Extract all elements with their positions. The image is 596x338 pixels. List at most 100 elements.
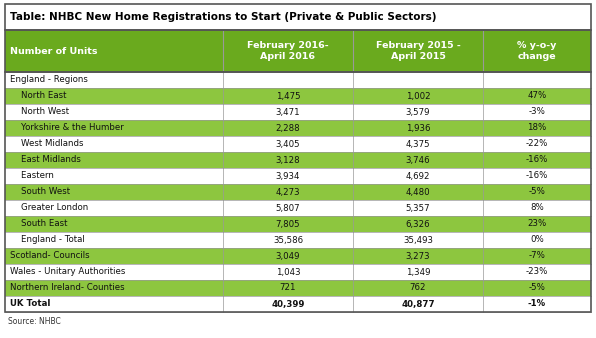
Text: England - Regions: England - Regions [10,75,88,84]
Text: -23%: -23% [526,267,548,276]
Text: Greater London: Greater London [10,203,88,213]
Text: Source: NHBC: Source: NHBC [8,317,61,327]
Text: 3,934: 3,934 [276,171,300,180]
Bar [353,216,483,232]
Text: -16%: -16% [526,171,548,180]
Bar [223,280,353,296]
Bar [5,168,223,184]
Text: 35,586: 35,586 [273,236,303,244]
Text: 3,049: 3,049 [276,251,300,261]
Text: South West: South West [10,188,70,196]
Text: West Midlands: West Midlands [10,140,83,148]
Bar [353,136,483,152]
Text: 1,002: 1,002 [406,92,430,100]
Text: February 2015 -
April 2015: February 2015 - April 2015 [375,41,460,61]
Bar [223,232,353,248]
Text: 3,746: 3,746 [406,155,430,165]
Bar [5,4,591,30]
Bar [353,72,483,88]
Text: 3,579: 3,579 [406,107,430,117]
Bar [5,120,223,136]
Text: Wales - Unitary Authorities: Wales - Unitary Authorities [10,267,125,276]
Text: -7%: -7% [529,251,545,261]
Bar [223,88,353,104]
Text: % y-o-y
change: % y-o-y change [517,41,557,61]
Bar [353,184,483,200]
Bar [223,72,353,88]
Text: 1,475: 1,475 [276,92,300,100]
Text: North East: North East [10,92,67,100]
Bar [483,184,591,200]
Text: 5,357: 5,357 [406,203,430,213]
Text: South East: South East [10,219,67,228]
Bar [483,88,591,104]
Bar [353,296,483,312]
Bar [483,152,591,168]
Bar [483,136,591,152]
Bar [223,120,353,136]
Bar [483,280,591,296]
Bar [5,88,223,104]
Text: Scotland- Councils: Scotland- Councils [10,251,89,261]
Bar [5,30,223,72]
Bar [223,200,353,216]
Bar [5,264,223,280]
Bar [353,232,483,248]
Bar [5,296,223,312]
Bar [223,30,353,72]
Bar [353,88,483,104]
Text: 40,877: 40,877 [401,299,435,309]
Text: -16%: -16% [526,155,548,165]
Text: 762: 762 [410,284,426,292]
Bar [353,120,483,136]
Bar [223,168,353,184]
Bar [223,264,353,280]
Text: 4,692: 4,692 [406,171,430,180]
Text: 3,273: 3,273 [406,251,430,261]
Text: 40,399: 40,399 [271,299,305,309]
Bar [223,104,353,120]
Bar [483,216,591,232]
Text: UK Total: UK Total [10,299,51,309]
Bar [5,200,223,216]
Text: England - Total: England - Total [10,236,85,244]
Text: 1,043: 1,043 [276,267,300,276]
Bar [5,104,223,120]
Text: 3,471: 3,471 [276,107,300,117]
Text: 1,349: 1,349 [406,267,430,276]
Text: 0%: 0% [530,236,544,244]
Text: Northern Ireland- Counties: Northern Ireland- Counties [10,284,125,292]
Bar [353,200,483,216]
Text: Eastern: Eastern [10,171,54,180]
Bar [5,280,223,296]
Bar [5,72,223,88]
Bar [483,232,591,248]
Bar [483,264,591,280]
Bar [5,184,223,200]
Bar [353,152,483,168]
Bar [483,72,591,88]
Bar [5,216,223,232]
Bar [223,248,353,264]
Bar [5,232,223,248]
Text: -1%: -1% [528,299,546,309]
Bar [223,136,353,152]
Text: Yorkshire & the Humber: Yorkshire & the Humber [10,123,124,132]
Bar [223,184,353,200]
Bar [353,104,483,120]
Bar [483,248,591,264]
Bar [353,280,483,296]
Bar [5,248,223,264]
Text: 4,273: 4,273 [276,188,300,196]
Text: 7,805: 7,805 [276,219,300,228]
Text: -22%: -22% [526,140,548,148]
Bar [483,200,591,216]
Text: 6,326: 6,326 [406,219,430,228]
Bar [353,264,483,280]
Text: 35,493: 35,493 [403,236,433,244]
Text: 23%: 23% [527,219,547,228]
Text: East Midlands: East Midlands [10,155,81,165]
Bar [353,248,483,264]
Bar [483,296,591,312]
Text: 2,288: 2,288 [276,123,300,132]
